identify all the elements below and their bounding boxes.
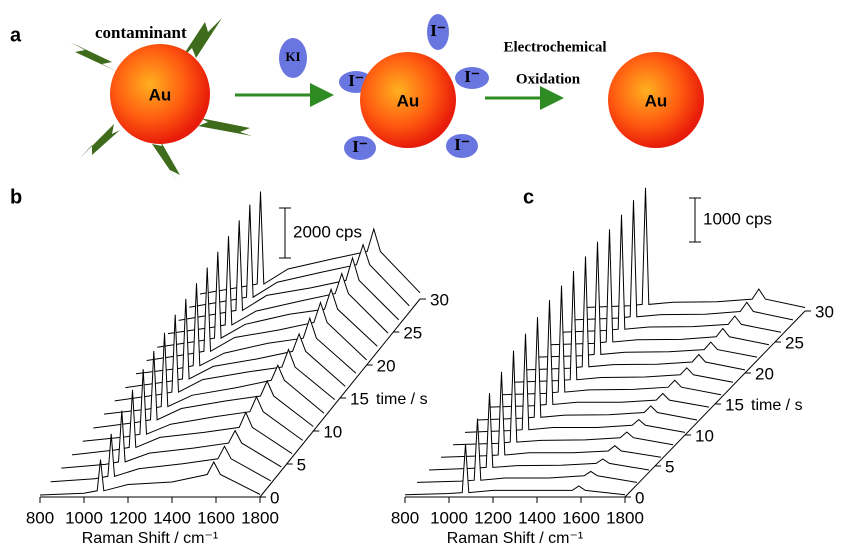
step-label: Oxidation (516, 71, 581, 87)
time-tick-label: 0 (635, 488, 644, 507)
panel-label: c (523, 186, 534, 208)
time-tick-label: 10 (695, 426, 714, 445)
x-tick-label: 1800 (606, 508, 644, 527)
time-tick-label: 10 (323, 422, 342, 441)
contaminant-label: contaminant (95, 23, 187, 42)
x-tick-label: 1800 (241, 508, 279, 527)
reagent-label: KI (285, 49, 300, 64)
time-tick-label: 15 (350, 389, 369, 408)
x-axis-label: Raman Shift / cm⁻¹ (82, 530, 218, 547)
x-tick-label: 1600 (197, 508, 235, 527)
scale-bar-label: 1000 cps (703, 209, 772, 228)
time-tick-label: 25 (785, 333, 804, 352)
x-tick-label: 1200 (474, 508, 512, 527)
x-tick-label: 1200 (109, 508, 147, 527)
panel-label: a (10, 24, 22, 46)
ion-label: I⁻ (348, 71, 364, 90)
time-tick-label: 30 (815, 302, 834, 321)
time-tick-label: 20 (377, 356, 396, 375)
x-tick-label: 800 (26, 508, 54, 527)
panel-label: b (10, 186, 22, 208)
ion-label: I⁻ (430, 21, 446, 40)
particle-label: Au (397, 91, 420, 110)
x-tick-label: 1400 (518, 508, 556, 527)
x-tick-label: 1400 (153, 508, 191, 527)
particle-label: Au (645, 91, 668, 110)
ion-label: I⁻ (352, 137, 368, 156)
time-tick-label: 5 (297, 455, 306, 474)
time-axis-label: time / s (751, 397, 803, 414)
x-tick-label: 1000 (430, 508, 468, 527)
time-tick-label: 5 (665, 457, 674, 476)
ion-label: I⁻ (454, 135, 470, 154)
time-tick-label: 30 (430, 290, 449, 309)
step-label: Electrochemical (503, 39, 606, 55)
time-tick-label: 25 (403, 323, 422, 342)
time-tick-label: 20 (755, 364, 774, 383)
time-tick-label: 15 (725, 395, 744, 414)
time-axis-label: time / s (376, 391, 428, 408)
scale-bar-label: 2000 cps (293, 222, 362, 241)
x-tick-label: 1600 (562, 508, 600, 527)
particle-label: Au (149, 85, 172, 104)
x-tick-label: 800 (391, 508, 419, 527)
ion-label: I⁻ (464, 67, 480, 86)
x-tick-label: 1000 (65, 508, 103, 527)
time-tick-label: 0 (270, 488, 279, 507)
figure: a contaminant Au KI Au I⁻ I⁻ I⁻ I⁻ I⁻ El… (0, 0, 844, 549)
x-axis-label: Raman Shift / cm⁻¹ (447, 530, 583, 547)
